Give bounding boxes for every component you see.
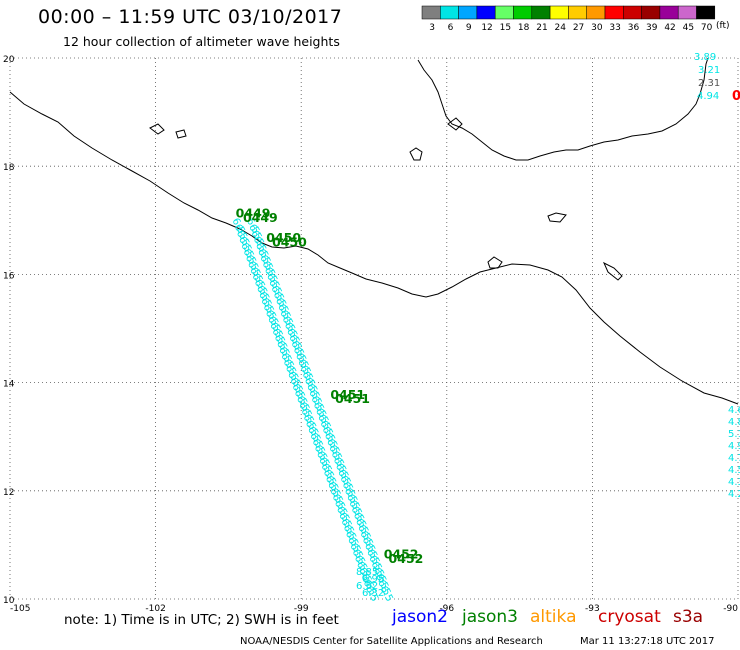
swh-track-value: 8.85 xyxy=(356,567,378,578)
legend-s3a: s3a xyxy=(673,607,704,627)
right-edge-swh-value: 2.31 xyxy=(698,78,720,89)
scale-swatch xyxy=(604,5,624,20)
island-1 xyxy=(409,147,423,161)
map-frame xyxy=(10,58,738,599)
right-edge-swh-value: 4.8 xyxy=(728,417,740,428)
lat-tick-label: 10 xyxy=(3,596,15,606)
island-5 xyxy=(149,123,165,135)
swh-track-value: 6.52 xyxy=(356,581,378,592)
pass-number-label: 0449 xyxy=(243,210,278,225)
scale-tick-label: 21 xyxy=(536,23,547,33)
right-edge-swh-value: 4.7 xyxy=(728,453,740,464)
lon-tick-label: -90 xyxy=(723,604,738,614)
scale-tick-label: 42 xyxy=(664,23,675,33)
legend-jason2: jason2 xyxy=(392,607,448,627)
scale-unit-label: (ft) xyxy=(716,21,730,31)
scale-swatch xyxy=(586,5,606,20)
scale-tick-label: 24 xyxy=(555,23,567,33)
scale-tick-label: 27 xyxy=(573,23,584,33)
lat-tick-label: 12 xyxy=(3,488,14,498)
scale-tick-label: 18 xyxy=(518,23,530,33)
footer-credit: NOAA/NESDIS Center for Satellite Applica… xyxy=(240,636,543,647)
scale-tick-label: 3 xyxy=(429,23,435,33)
scale-swatch xyxy=(549,5,569,20)
footer-timestamp: Mar 11 13:27:18 UTC 2017 xyxy=(580,636,715,647)
lon-tick-label: -102 xyxy=(145,604,165,614)
right-edge-swh-values: 3.89 3.21 2.31 4.94 4.64.85.14.94.74.54.34.2… xyxy=(694,52,740,500)
scale-swatch xyxy=(568,5,587,20)
scale-swatch xyxy=(696,5,716,20)
graticule: -105 -102 -99 -96 -93 -90 20 18 16 14 12 10 xyxy=(3,55,739,614)
lon-tick-label: -105 xyxy=(10,604,30,614)
coastline xyxy=(9,57,739,405)
right-edge-swh-value: 5.1 xyxy=(728,429,740,440)
scale-swatch xyxy=(531,5,551,20)
satellite-tracks: 6.56.56.56.56.56.56.56.56.56.56.56.56.56… xyxy=(229,217,394,604)
island-7 xyxy=(447,117,463,131)
scale-tick-label: 70 xyxy=(701,23,713,33)
lon-tick-label: -96 xyxy=(439,604,454,614)
scale-swatch xyxy=(623,5,642,20)
pass-number-label: 0451 xyxy=(330,387,365,402)
pass-number-label: 0452 xyxy=(389,551,424,566)
legend-altika: altika xyxy=(530,607,577,627)
pacific-coastline xyxy=(9,91,739,405)
right-edge-swh-value: 4.2 xyxy=(728,489,740,500)
note-text: note: 1) Time is in UTC; 2) SWH is in fe… xyxy=(64,612,339,628)
lat-tick-label: 16 xyxy=(3,271,15,281)
scale-swatch xyxy=(494,5,514,20)
pass-number-label: 0452 xyxy=(384,546,419,561)
scale-tick-label: 36 xyxy=(628,23,640,33)
island-6 xyxy=(175,129,187,139)
swh-track-value: 6.32 xyxy=(362,588,384,599)
scale-swatch xyxy=(641,5,661,20)
island-4 xyxy=(487,256,503,269)
scale-tick-label: 33 xyxy=(609,23,620,33)
right-edge-swh-value: 4.6 xyxy=(728,405,740,416)
scale-swatch xyxy=(677,5,697,20)
right-edge-swh-value: 3.21 xyxy=(698,65,720,76)
scale-swatch xyxy=(513,5,533,20)
right-edge-swh-value: 3.89 xyxy=(694,52,716,63)
swh-track-value: 6.95 xyxy=(362,574,384,585)
gulf-of-mexico-coastline xyxy=(417,57,709,161)
lat-tick-label: 14 xyxy=(3,380,15,390)
wave-height-color-scale: 3 6 9 12 15 18 21 24 27 30 33 36 39 42 45 70 xyxy=(421,5,716,33)
right-edge-swh-value: 4.3 xyxy=(728,477,740,488)
scale-swatch xyxy=(421,5,441,20)
scale-swatch xyxy=(458,5,478,20)
scale-tick-label: 30 xyxy=(591,23,603,33)
pass-number-label: 0450 xyxy=(266,230,301,245)
pass-number-label: 0451 xyxy=(335,391,370,406)
pass-number-label: 0449 xyxy=(236,206,271,221)
scale-tick-label: 15 xyxy=(500,23,511,33)
lon-tick-label: -93 xyxy=(585,604,600,614)
right-edge-swh-value: 4.94 xyxy=(697,91,719,102)
scale-swatch xyxy=(440,5,459,20)
scale-swatch xyxy=(659,5,679,20)
right-edge-marker: 0 xyxy=(732,89,740,104)
legend-jason3: jason3 xyxy=(462,607,518,627)
lat-tick-label: 18 xyxy=(3,163,15,173)
scale-tick-label: 12 xyxy=(481,23,492,33)
scale-tick-label: 39 xyxy=(646,23,658,33)
scale-swatch xyxy=(476,5,496,20)
island-2 xyxy=(547,212,567,223)
island-3 xyxy=(602,261,623,281)
pass-number-label: 0450 xyxy=(272,234,307,249)
scale-tick-label: 45 xyxy=(683,23,694,33)
right-edge-swh-value: 4.9 xyxy=(728,441,740,452)
page-subtitle: 12 hour collection of altimeter wave hei… xyxy=(63,34,340,49)
scale-tick-label: 9 xyxy=(466,23,472,33)
lat-tick-label: 20 xyxy=(3,55,15,65)
lon-tick-label: -99 xyxy=(294,604,309,614)
legend-cryosat: cryosat xyxy=(598,607,661,627)
page-title: 00:00 – 11:59 UTC 03/10/2017 xyxy=(38,6,343,28)
right-edge-swh-value: 4.5 xyxy=(728,465,740,476)
scale-tick-label: 6 xyxy=(448,23,454,33)
